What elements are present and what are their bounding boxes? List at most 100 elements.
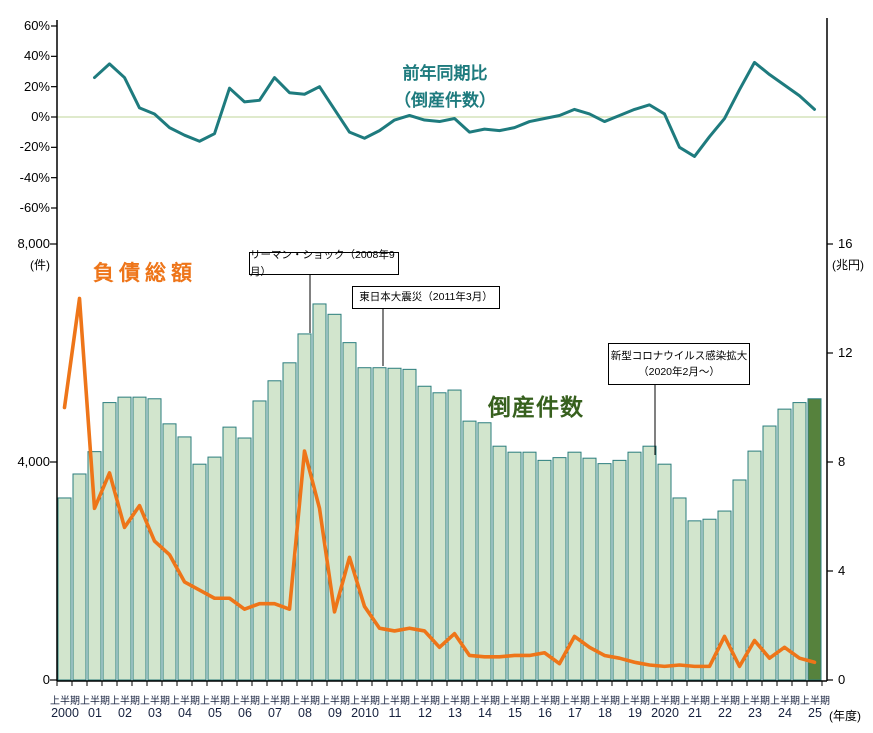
x-year-label: 16: [538, 706, 552, 720]
pct-tick-label: 40%: [23, 48, 50, 64]
bankruptcy-bar-2001下: [102, 402, 117, 681]
bankruptcy-bar-2015上: [507, 451, 522, 681]
x-half-label: 上半期: [440, 696, 470, 707]
liabilities-series-label: 負債総額: [93, 262, 197, 285]
yoy-series-label-line1: 前年同期比: [402, 64, 488, 83]
x-half-label: 上半期: [740, 696, 770, 707]
pct-tick-label: 20%: [23, 78, 50, 94]
bankruptcy-bar-2018下: [612, 459, 627, 681]
x-half-label: 上半期: [260, 696, 290, 707]
x-year-label: 01: [88, 706, 102, 720]
x-half-label: 上半期: [590, 696, 620, 707]
annotation-tohoku-earthquake: 東日本大震災（2011年3月）: [352, 286, 500, 309]
bankruptcy-bar-2016下: [552, 457, 567, 681]
bankruptcy-bar-2025上: [807, 398, 822, 681]
x-year-label: 05: [208, 706, 222, 720]
annotation-lehman-shock: リーマン・ショック（2008年9月）: [249, 249, 399, 278]
count-tick-label: 4,000: [17, 454, 50, 469]
bankruptcy-bar-2004下: [192, 463, 207, 681]
x-year-label: 2020: [651, 706, 679, 720]
pct-tick-label: 0%: [31, 109, 50, 124]
bankruptcy-bar-2005上: [207, 456, 222, 681]
bankruptcy-bar-2000下: [72, 473, 87, 681]
pct-tick-label: -40%: [19, 169, 50, 185]
annotation-covid19: 新型コロナウイルス感染拡大 （2020年2月～）: [608, 343, 750, 385]
count-tick-label: 8,000: [17, 236, 50, 251]
x-half-label: 上半期: [500, 696, 530, 707]
x-half-label: 上半期: [350, 696, 380, 707]
bankruptcy-bar-2011上: [387, 367, 402, 681]
bankruptcy-bar-2017下: [582, 457, 597, 681]
bankruptcy-bar-2010上: [357, 367, 372, 681]
pct-tick-label: 60%: [23, 18, 50, 33]
x-half-label: 上半期: [230, 696, 260, 707]
x-half-label: 上半期: [650, 696, 680, 707]
x-year-label: 09: [328, 706, 342, 720]
annotation-covid19-text-line2: （2020年2月～）: [638, 366, 720, 378]
bankruptcy-bar-2023上: [747, 450, 762, 681]
pct-tick-label: -60%: [19, 200, 50, 215]
bankruptcy-bar-2011下: [402, 368, 417, 681]
x-half-label: 上半期: [110, 696, 140, 707]
x-half-label: 上半期: [320, 696, 350, 707]
x-year-label: 25: [808, 706, 822, 720]
bankruptcy-bar-2022上: [717, 510, 732, 681]
bankruptcy-bar-2001上: [87, 451, 102, 681]
count-tick-label: 0: [42, 672, 50, 687]
x-half-label: 上半期: [290, 696, 320, 707]
bankruptcy-bar-2020上: [657, 463, 672, 681]
x-year-label: 12: [418, 706, 432, 720]
x-year-label: 03: [148, 706, 162, 720]
bankruptcy-bar-2014上: [477, 422, 492, 681]
trillion-tick-label: 0: [838, 672, 846, 687]
trillion-tick-label: 4: [838, 563, 846, 578]
bankruptcy-bar-2024下: [792, 402, 807, 681]
yoy-series-label-line2: （倒産件数）: [394, 91, 496, 110]
liabilities-line: [62, 296, 817, 669]
x-year-label: 06: [238, 706, 252, 720]
x-half-label: 上半期: [560, 696, 590, 707]
x-year-label: 11: [388, 706, 402, 720]
x-half-label: 上半期: [170, 696, 200, 707]
bankruptcy-bar-2007下: [282, 362, 297, 681]
bankruptcy-bar-2002下: [132, 396, 147, 681]
bankruptcy-bar-2006上: [237, 437, 252, 681]
yoy-line: [93, 60, 816, 158]
bankruptcy-bar-2024上: [777, 408, 792, 681]
bankruptcy-bar-2022下: [732, 479, 747, 681]
x-half-label: 上半期: [710, 696, 740, 707]
x-half-label: 上半期: [770, 696, 800, 707]
x-half-label: 上半期: [530, 696, 560, 707]
x-half-label: 上半期: [140, 696, 170, 707]
annotation-covid19-text-line1: 新型コロナウイルス感染拡大: [610, 349, 748, 362]
pct-tick-label: -20%: [19, 139, 50, 155]
bankruptcy-bar-2009下: [342, 342, 357, 681]
x-year-label: 22: [718, 706, 732, 720]
x-axis-unit-label: (年度): [829, 709, 861, 723]
trillion-tick-label: 16: [838, 236, 853, 251]
x-year-label: 14: [478, 706, 492, 720]
trillion-tick-label: 12: [838, 345, 853, 360]
x-half-label: 上半期: [50, 696, 80, 707]
bankruptcy-bar-2000上: [57, 497, 72, 681]
bankruptcy-bar-2009上: [327, 313, 342, 681]
x-year-label: 08: [298, 706, 312, 720]
bankruptcy-bar-2008下: [312, 303, 327, 681]
bankruptcy-bar-2015下: [522, 451, 537, 681]
x-half-label: 上半期: [200, 696, 230, 707]
bankruptcy-bar-2023下: [762, 425, 777, 681]
cases-series-label: 倒産件数: [488, 394, 584, 420]
x-half-label: 上半期: [410, 696, 440, 707]
bankruptcy-bar-2007上: [267, 380, 282, 681]
x-year-label: 18: [598, 706, 612, 720]
annotation-tohoku-earthquake-text: 東日本大震災（2011年3月）: [359, 291, 493, 304]
x-year-label: 15: [508, 706, 522, 720]
x-half-label: 上半期: [80, 696, 110, 707]
x-year-label: 17: [568, 706, 582, 720]
bankruptcy-bar-2014下: [492, 445, 507, 681]
bankruptcy-bar-2013上: [447, 389, 462, 681]
x-half-label: 上半期: [380, 696, 410, 707]
x-half-label: 上半期: [680, 696, 710, 707]
bankruptcy-bar-2016上: [537, 459, 552, 681]
